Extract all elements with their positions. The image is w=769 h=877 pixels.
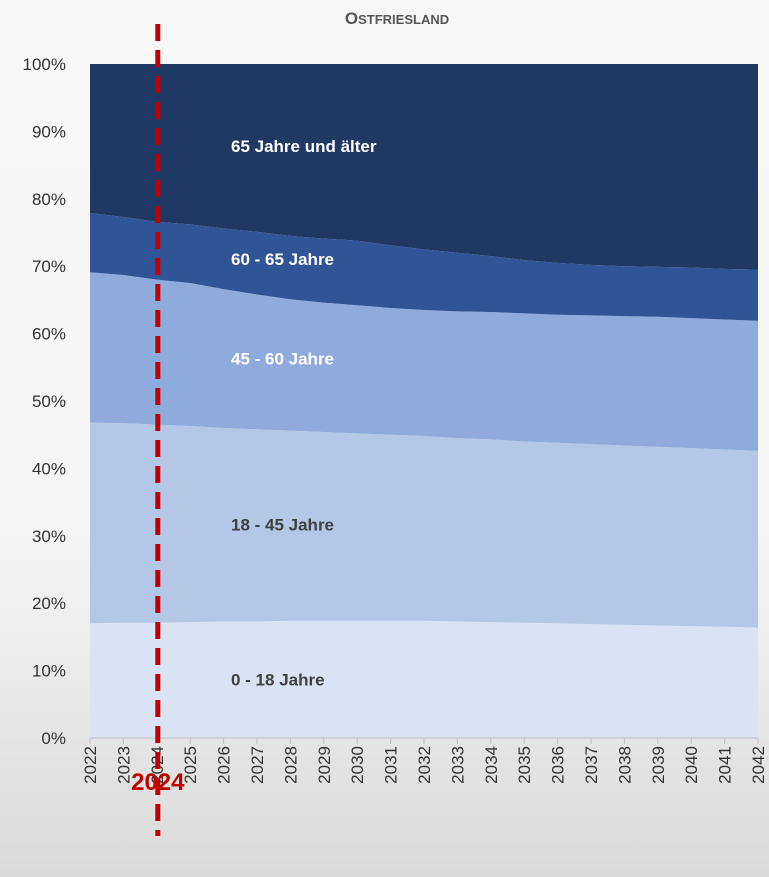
x-tick-label: 2022 [81,746,100,784]
area-band-1 [90,620,758,738]
x-tick-label: 2035 [515,746,534,784]
x-tick-label: 2037 [582,746,601,784]
band-label: 45 - 60 Jahre [231,350,334,369]
x-tick-label: 2025 [181,746,200,784]
x-tick-label: 2029 [315,746,334,784]
y-axis: 0% 10% 20% 30% 40% 50% 60% 70% 80% 90% 100% [23,55,66,748]
y-tick-label: 40% [32,459,66,478]
x-axis: 2022202320242025202620272028202920302031… [81,737,768,784]
x-tick-label: 2027 [248,746,267,784]
area-band-2 [90,422,758,628]
x-tick-label: 2032 [415,746,434,784]
y-tick-label: 50% [32,392,66,411]
x-tick-label: 2031 [382,746,401,784]
band-label: 65 Jahre und älter [231,137,377,156]
band-label: 0 - 18 Jahre [231,671,325,690]
marker-label: 2024 [131,769,185,796]
x-tick-label: 2040 [682,746,701,784]
x-tick-label: 2033 [448,746,467,784]
y-tick-label: 60% [32,325,66,344]
x-tick-label: 2038 [615,746,634,784]
year-marker: 2024 [131,24,185,836]
x-tick-label: 2030 [348,746,367,784]
area-band-5 [90,64,758,270]
y-tick-label: 10% [32,662,66,681]
x-tick-label: 2028 [281,746,300,784]
x-tick-label: 2041 [716,746,735,784]
y-tick-label: 100% [23,55,66,74]
x-tick-label: 2036 [549,746,568,784]
y-tick-label: 90% [32,122,66,141]
area-band-4 [90,212,758,321]
y-tick-label: 80% [32,190,66,209]
y-tick-label: 70% [32,257,66,276]
x-tick-label: 2026 [215,746,234,784]
area-band-3 [90,272,758,451]
chart-title: OSTFRIESLAND [345,9,449,28]
band-label: 60 - 65 Jahre [231,250,334,269]
x-tick-label: 2023 [114,746,133,784]
band-label: 18 - 45 Jahre [231,516,334,535]
x-tick-label: 2039 [649,746,668,784]
y-tick-label: 20% [32,594,66,613]
area-bands [90,64,758,738]
x-tick-label: 2034 [482,746,501,784]
x-tick-label: 2042 [749,746,768,784]
y-tick-label: 0% [41,729,66,748]
band-labels: 0 - 18 Jahre 18 - 45 Jahre 45 - 60 Jahre 60… [231,137,377,689]
y-tick-label: 30% [32,527,66,546]
